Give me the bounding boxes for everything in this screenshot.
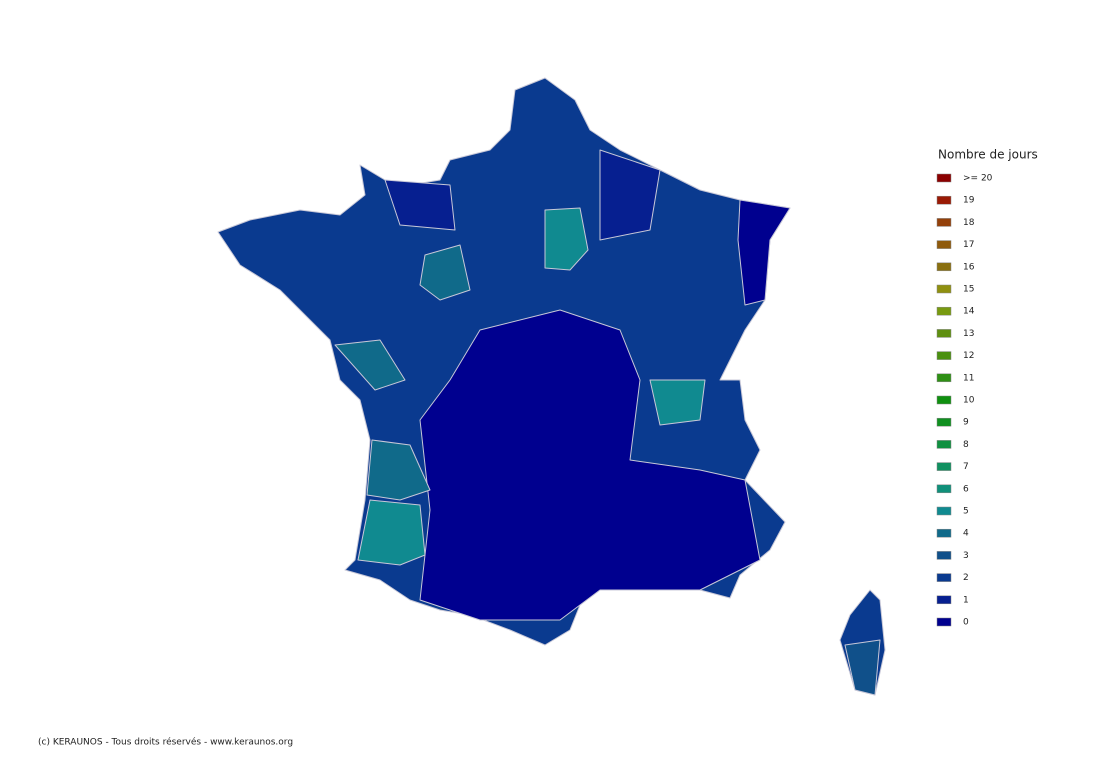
legend-label: 5 xyxy=(963,507,969,517)
legend-label: 11 xyxy=(963,373,974,383)
region-zero xyxy=(419,309,761,621)
legend-label: >= 20 xyxy=(963,174,993,184)
legend-label: 0 xyxy=(963,618,969,628)
footer: (c) KERAUNOS - Tous droits réservés - ww… xyxy=(38,737,293,748)
legend-swatch xyxy=(936,573,952,582)
legend-label: 4 xyxy=(963,529,969,539)
legend-label: 18 xyxy=(963,218,975,228)
legend-swatch xyxy=(936,462,952,471)
legend-swatch xyxy=(936,617,952,627)
legend-swatch xyxy=(936,395,952,405)
legend-swatch xyxy=(936,440,952,449)
corsica-south xyxy=(844,639,881,696)
legend-swatch xyxy=(936,329,952,338)
legend-label: 8 xyxy=(963,440,969,450)
legend-swatch xyxy=(936,218,952,227)
legend-label: 13 xyxy=(963,329,974,339)
legend-swatch xyxy=(936,484,952,494)
legend-swatch xyxy=(936,506,952,516)
legend-swatch xyxy=(936,284,952,294)
region-zero xyxy=(737,199,791,306)
legend-swatch xyxy=(936,417,952,427)
france-map xyxy=(217,77,886,696)
legend-title: Nombre de jours xyxy=(938,148,1038,162)
legend-label: 19 xyxy=(963,196,975,206)
legend-swatch xyxy=(936,595,952,605)
region-five xyxy=(544,207,589,271)
legend-label: 12 xyxy=(963,351,974,361)
legend-swatch xyxy=(936,351,952,360)
region-four xyxy=(366,439,431,501)
legend-label: 10 xyxy=(963,396,975,406)
legend-swatch xyxy=(936,306,952,316)
legend-label: 1 xyxy=(963,595,969,605)
region-four xyxy=(334,339,406,391)
legend-label: 14 xyxy=(963,307,975,317)
region-five xyxy=(649,379,706,426)
legend-label: 15 xyxy=(963,285,974,295)
region-four xyxy=(419,244,471,301)
legend-label: 17 xyxy=(963,240,974,250)
region-one xyxy=(384,179,456,231)
region-one xyxy=(599,149,661,241)
legend-label: 7 xyxy=(963,462,969,472)
legend-label: 16 xyxy=(963,262,975,272)
region-five xyxy=(357,499,426,566)
legend-label: 2 xyxy=(963,573,969,583)
legend-swatch xyxy=(936,195,952,205)
legend-swatch xyxy=(936,528,952,538)
legend-swatch xyxy=(936,262,952,272)
legend-swatch xyxy=(936,551,952,560)
legend-swatch xyxy=(936,373,952,383)
legend-label: 9 xyxy=(963,418,969,428)
legend-label: 6 xyxy=(963,484,969,494)
legend-swatch xyxy=(936,173,952,183)
legend-swatch xyxy=(936,240,952,249)
legend-label: 3 xyxy=(963,551,969,561)
